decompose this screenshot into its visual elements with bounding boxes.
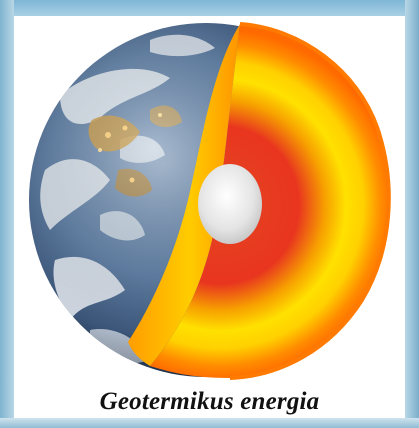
frame-bottom (0, 418, 419, 428)
inner-core (198, 164, 262, 244)
crust-layer (128, 24, 240, 366)
caption: Geotermikus energia (99, 388, 320, 415)
frame-right (405, 0, 419, 428)
interior-cutaway (128, 22, 391, 380)
frame-top (0, 0, 419, 16)
frame-left (0, 0, 14, 428)
